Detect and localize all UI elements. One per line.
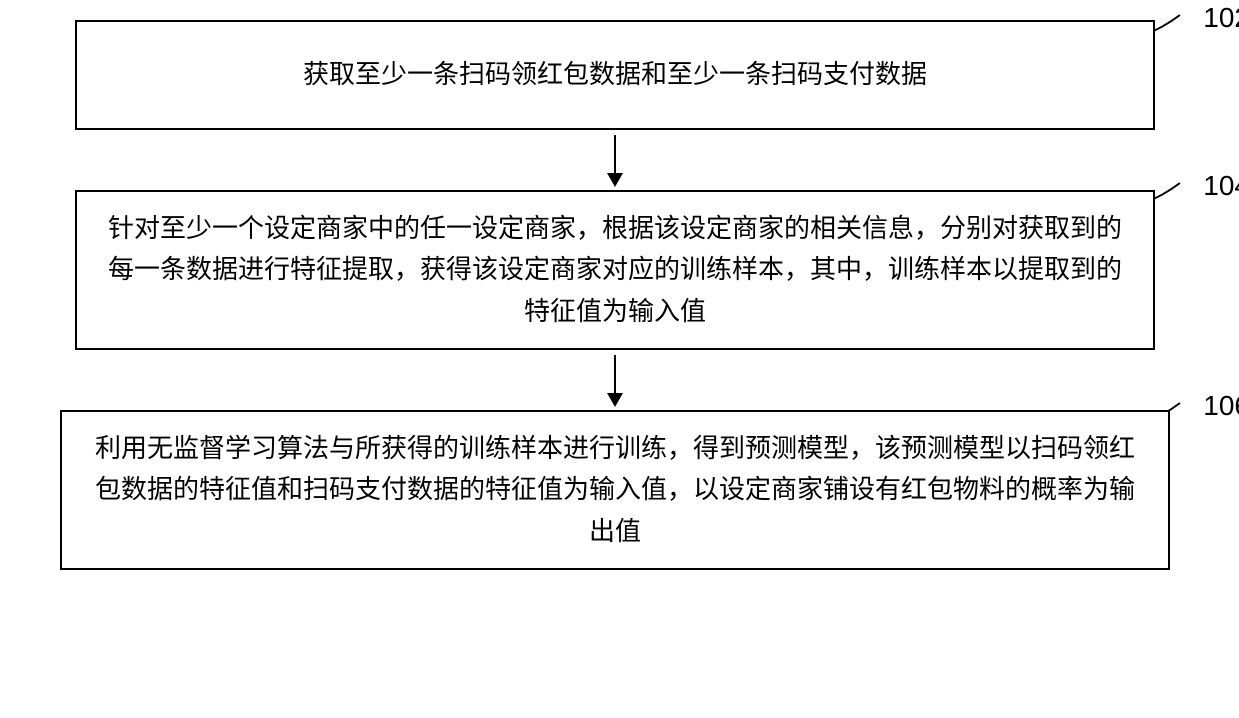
flow-step-2-text: 针对至少一个设定商家中的任一设定商家，根据该设定商家的相关信息，分别对获取到的每… — [107, 208, 1123, 333]
flow-step-3: 利用无监督学习算法与所获得的训练样本进行训练，得到预测模型，该预测模型以扫码领红… — [60, 410, 1170, 570]
arrow-2-to-3 — [75, 350, 1155, 410]
arrow-1-to-2 — [75, 130, 1155, 190]
step-label-102: 102 — [1203, 2, 1239, 34]
flowchart-container: 102 获取至少一条扫码领红包数据和至少一条扫码支付数据 104 针对至少一个设… — [50, 20, 1190, 570]
flow-step-1: 获取至少一条扫码领红包数据和至少一条扫码支付数据 — [75, 20, 1155, 130]
flow-step-1-text: 获取至少一条扫码领红包数据和至少一条扫码支付数据 — [303, 54, 927, 96]
flow-step-3-text: 利用无监督学习算法与所获得的训练样本进行训练，得到预测模型，该预测模型以扫码领红… — [92, 428, 1138, 553]
step-label-106: 106 — [1203, 390, 1239, 422]
step-label-104: 104 — [1203, 170, 1239, 202]
flow-step-2: 针对至少一个设定商家中的任一设定商家，根据该设定商家的相关信息，分别对获取到的每… — [75, 190, 1155, 350]
